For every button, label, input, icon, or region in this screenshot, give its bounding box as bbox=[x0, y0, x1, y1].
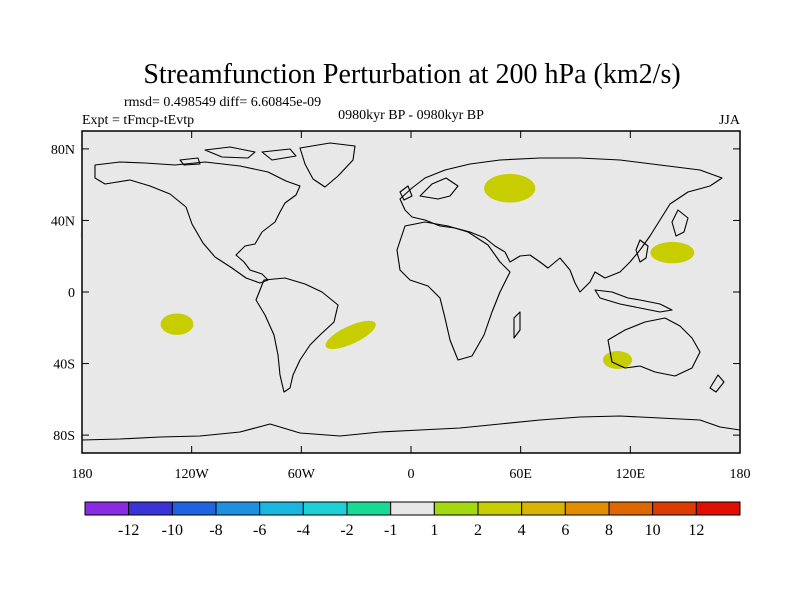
y-axis: 80N 40N 0 40S 80S bbox=[51, 143, 740, 444]
coast-maritime-asia bbox=[594, 209, 689, 313]
center-label: 0980kyr BP - 0980kyr BP bbox=[338, 108, 484, 123]
colorbar-label: -6 bbox=[253, 522, 266, 539]
colorbar-swatch bbox=[652, 501, 697, 516]
colorbar-label: -4 bbox=[297, 522, 310, 539]
x-tick-label: 60E bbox=[509, 467, 532, 482]
colorbar-label: -10 bbox=[162, 522, 183, 539]
coast-europe-asia bbox=[399, 157, 723, 293]
positive-anomaly-west-pacific bbox=[650, 241, 695, 264]
negative-anomaly-small-pacific bbox=[98, 333, 110, 341]
coast-north-america bbox=[94, 161, 301, 284]
x-axis: 180 120W 60W 0 60E 120E 180 bbox=[72, 131, 751, 482]
positive-anomaly-east-europe bbox=[484, 173, 536, 203]
x-tick-label: 60W bbox=[288, 467, 316, 482]
negative-anomaly-north-pacific bbox=[80, 224, 110, 246]
y-tick-label: 40S bbox=[53, 358, 75, 373]
colorbar-swatch bbox=[521, 501, 566, 516]
colorbar-swatch bbox=[215, 501, 261, 516]
coast-antarctica bbox=[81, 415, 741, 441]
x-tick-label: 0 bbox=[408, 467, 415, 482]
colorbar-swatch bbox=[433, 501, 479, 516]
colorbar-swatch bbox=[346, 501, 392, 516]
colorbar-label: 1 bbox=[430, 522, 438, 539]
y-tick-label: 0 bbox=[68, 286, 75, 301]
stats-text: rmsd= 0.498549 diff= 6.60845e-09 bbox=[124, 95, 321, 110]
right-label: JJA bbox=[719, 113, 741, 128]
coast-australia bbox=[607, 317, 701, 377]
colorbar-label: 6 bbox=[561, 522, 569, 539]
y-tick-label: 80N bbox=[51, 143, 75, 158]
colorbar-label: 8 bbox=[605, 522, 613, 539]
coast-madagascar bbox=[513, 311, 521, 339]
y-tick-label: 40N bbox=[51, 214, 75, 229]
positive-anomaly-south-indian bbox=[602, 351, 633, 369]
coastlines bbox=[81, 142, 741, 441]
negative-anomaly-south-atlantic-2 bbox=[367, 368, 401, 384]
positive-anomaly-south-atlantic bbox=[325, 320, 376, 350]
colorbar-swatch bbox=[84, 501, 130, 516]
x-tick-label: 120W bbox=[175, 467, 210, 482]
colorbar-swatch bbox=[171, 501, 217, 516]
colorbar-swatch bbox=[390, 501, 435, 516]
coast-scandinavia bbox=[399, 177, 459, 201]
chart-title: Streamfunction Perturbation at 200 hPa (… bbox=[143, 59, 680, 90]
map-panel: 180 120W 60W 0 60E 120E 180 80N 40N 0 40S 80S bbox=[51, 130, 751, 482]
colorbar-label: 10 bbox=[645, 522, 661, 539]
colorbar-swatch bbox=[259, 501, 304, 516]
negative-anomaly-middle-east bbox=[485, 229, 519, 244]
x-tick-label: 120E bbox=[616, 467, 646, 482]
map-background bbox=[82, 131, 740, 453]
colorbar-label: -12 bbox=[118, 522, 139, 539]
colorbar-swatch bbox=[695, 501, 741, 516]
colorbar-swatch bbox=[608, 501, 654, 516]
coast-south-america bbox=[255, 277, 339, 393]
colorbar-swatch bbox=[128, 501, 173, 516]
left-label: Expt = tFmcp-tEvtp bbox=[82, 113, 194, 128]
colorbar-swatch bbox=[564, 501, 610, 516]
colorbar-label: 2 bbox=[474, 522, 482, 539]
coast-greenland bbox=[299, 142, 356, 188]
positive-anomaly-south-pacific bbox=[160, 313, 194, 335]
anomaly-layer bbox=[80, 148, 695, 428]
coast-arctic-islands bbox=[179, 146, 297, 166]
colorbar-label: -2 bbox=[340, 522, 353, 539]
negative-anomaly-southeast-pacific bbox=[233, 349, 263, 371]
colorbar-label: -1 bbox=[384, 522, 397, 539]
colorbar-swatch bbox=[477, 501, 523, 516]
negative-anomaly-tropical-atlantic bbox=[357, 274, 373, 285]
colorbar-label: 12 bbox=[688, 522, 704, 539]
x-tick-label: 180 bbox=[72, 467, 93, 482]
coast-new-zealand bbox=[709, 374, 725, 393]
colorbar: -12 -10 -8 -6 -4 -2 -1 1 2 4 6 8 10 12 bbox=[84, 501, 741, 539]
y-tick-label: 80S bbox=[53, 429, 75, 444]
colorbar-swatch bbox=[302, 501, 348, 516]
colorbar-label: -8 bbox=[209, 522, 222, 539]
coast-africa bbox=[396, 221, 511, 361]
negative-anomaly-antarctic bbox=[595, 417, 618, 428]
negative-anomaly-arctic bbox=[105, 148, 121, 157]
negative-anomaly-indian-ocean bbox=[518, 334, 538, 346]
colorbar-label: 4 bbox=[518, 522, 526, 539]
x-tick-label: 180 bbox=[730, 467, 751, 482]
